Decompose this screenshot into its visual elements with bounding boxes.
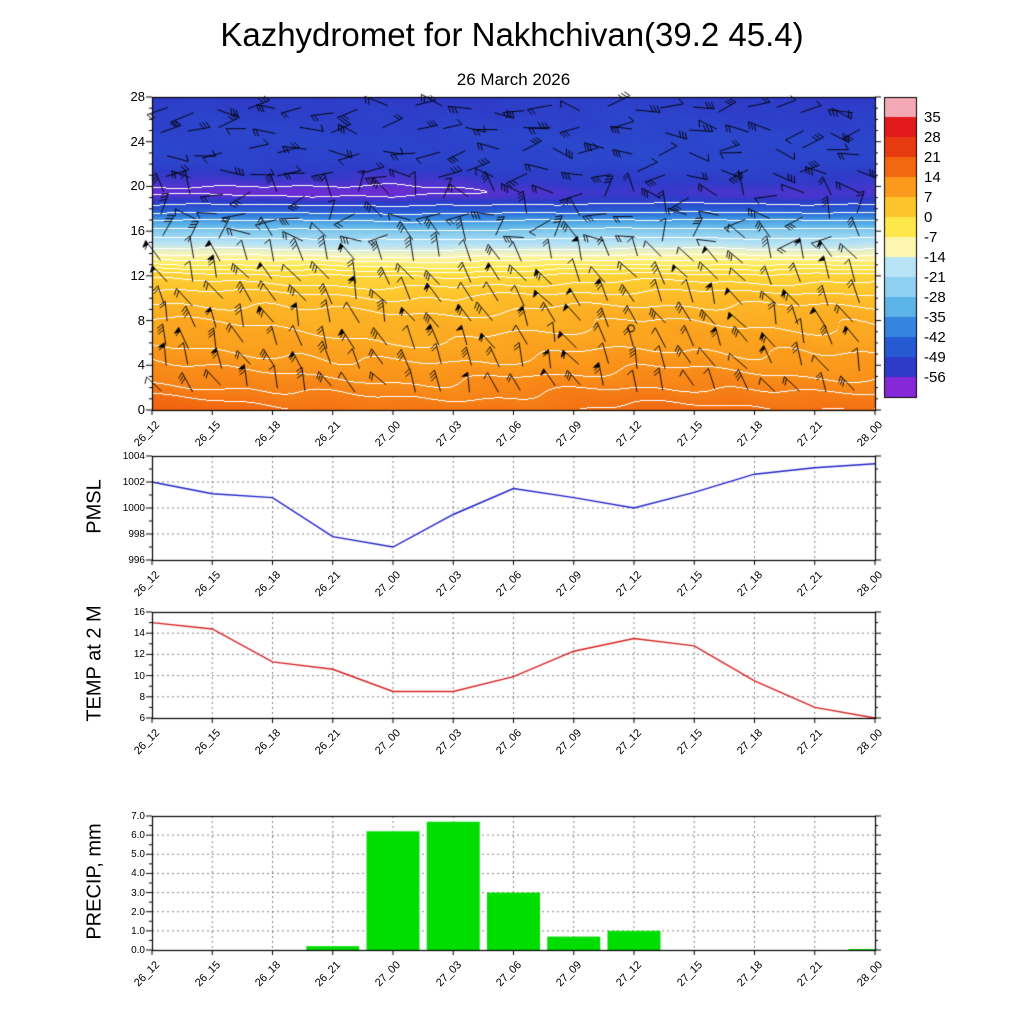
y-tick-label: 1004 bbox=[122, 451, 145, 462]
y-tick-label: 1002 bbox=[122, 477, 145, 488]
y-tick-label: 7.0 bbox=[131, 811, 145, 822]
y-tick-label: 4 bbox=[137, 357, 145, 373]
y-tick-label: 8 bbox=[139, 691, 145, 703]
y-tick-label: 2.0 bbox=[131, 906, 145, 918]
colorbar-label: -49 bbox=[924, 349, 946, 366]
pmsl-axis-title: PMSL bbox=[83, 479, 106, 534]
colorbar-label: -42 bbox=[924, 329, 946, 346]
colorbar-label: 7 bbox=[924, 189, 933, 206]
y-tick-label: 5.0 bbox=[131, 849, 145, 861]
colorbar-label: 35 bbox=[924, 109, 941, 126]
colorbar-label: -28 bbox=[924, 289, 946, 306]
y-tick-label: 24 bbox=[130, 133, 145, 149]
precip-axis-title: PRECIP, mm bbox=[83, 823, 106, 940]
y-tick-label: 14 bbox=[133, 628, 145, 640]
colorbar-label: 21 bbox=[924, 149, 941, 166]
y-tick-label: 0 bbox=[137, 402, 145, 417]
y-tick-label: 996 bbox=[128, 555, 145, 566]
y-tick-label: 12 bbox=[133, 649, 145, 661]
page-title: Kazhydromet for Nakhchivan(39.2 45.4) bbox=[220, 16, 804, 53]
colorbar-label: 28 bbox=[924, 129, 941, 146]
y-tick-label: 28 bbox=[130, 89, 145, 104]
y-tick-label: 1.0 bbox=[131, 925, 145, 937]
y-tick-label: 20 bbox=[130, 178, 145, 194]
colorbar-label: 0 bbox=[924, 209, 933, 226]
y-tick-label: 12 bbox=[130, 267, 145, 283]
colorbar-label: 14 bbox=[924, 169, 941, 186]
colorbar-label: -56 bbox=[924, 369, 946, 386]
y-tick-label: 6.0 bbox=[131, 830, 145, 842]
y-tick-label: 4.0 bbox=[131, 868, 145, 880]
temp-axis-title: TEMP at 2 M bbox=[83, 605, 106, 722]
y-tick-label: 16 bbox=[133, 607, 145, 618]
y-tick-label: 3.0 bbox=[131, 887, 145, 899]
colorbar-label: -7 bbox=[924, 229, 938, 246]
y-tick-label: 6 bbox=[139, 713, 145, 724]
colorbar-label: -35 bbox=[924, 309, 946, 326]
colorbar-label: -14 bbox=[924, 249, 946, 266]
date-subtitle: 26 March 2026 bbox=[456, 70, 571, 89]
y-tick-label: 10 bbox=[133, 670, 145, 682]
y-tick-label: 16 bbox=[130, 223, 145, 239]
y-tick-label: 1000 bbox=[122, 503, 145, 514]
colorbar-label: -21 bbox=[924, 269, 946, 286]
y-tick-label: 8 bbox=[137, 312, 145, 328]
y-tick-label: 998 bbox=[128, 529, 145, 540]
y-tick-label: 0.0 bbox=[131, 945, 145, 956]
